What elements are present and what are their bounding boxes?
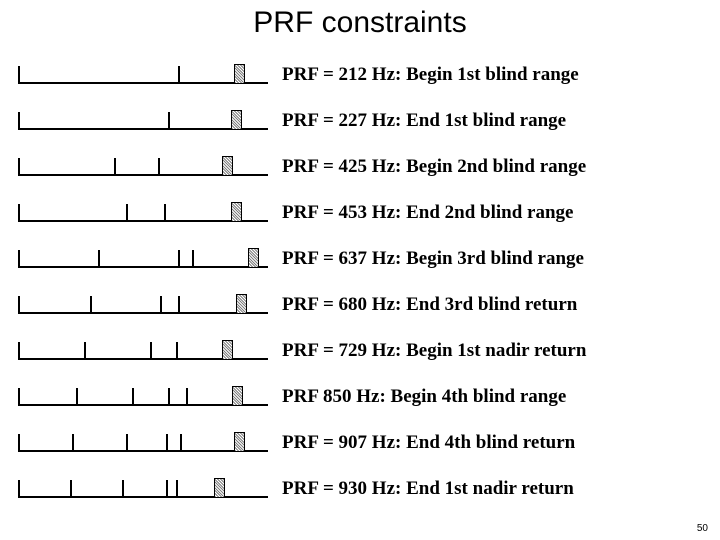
pulse-tick bbox=[178, 296, 180, 314]
baseline bbox=[18, 496, 268, 498]
pulse-tick bbox=[192, 250, 194, 268]
timeline-row: PRF = 637 Hz: Begin 3rd blind range bbox=[18, 228, 720, 272]
pulse-tick bbox=[70, 480, 72, 498]
timeline bbox=[18, 332, 268, 364]
row-label: PRF = 907 Hz: End 4th blind return bbox=[282, 432, 575, 456]
pulse-tick bbox=[18, 388, 20, 406]
pulse-tick bbox=[180, 434, 182, 452]
baseline bbox=[18, 82, 268, 84]
pulse-tick bbox=[160, 296, 162, 314]
pulse-tick bbox=[18, 66, 20, 84]
return-box bbox=[248, 248, 259, 268]
pulse-tick bbox=[84, 342, 86, 360]
pulse-tick bbox=[166, 434, 168, 452]
timeline bbox=[18, 194, 268, 226]
pulse-tick bbox=[114, 158, 116, 176]
return-box bbox=[231, 202, 242, 222]
pulse-tick bbox=[122, 480, 124, 498]
return-box bbox=[232, 386, 243, 406]
pulse-tick bbox=[72, 434, 74, 452]
timeline-row: PRF = 729 Hz: Begin 1st nadir return bbox=[18, 320, 720, 364]
baseline bbox=[18, 312, 268, 314]
pulse-tick bbox=[168, 388, 170, 406]
pulse-tick bbox=[176, 480, 178, 498]
baseline bbox=[18, 266, 268, 268]
pulse-tick bbox=[164, 204, 166, 222]
return-box bbox=[214, 478, 225, 498]
timeline-row: PRF = 930 Hz: End 1st nadir return bbox=[18, 458, 720, 502]
row-label: PRF = 425 Hz: Begin 2nd blind range bbox=[282, 156, 586, 180]
timeline-row: PRF 850 Hz: Begin 4th blind range bbox=[18, 366, 720, 410]
pulse-tick bbox=[18, 204, 20, 222]
row-label: PRF = 227 Hz: End 1st blind range bbox=[282, 110, 566, 134]
timeline bbox=[18, 286, 268, 318]
row-label: PRF = 212 Hz: Begin 1st blind range bbox=[282, 64, 579, 88]
pulse-tick bbox=[126, 434, 128, 452]
baseline bbox=[18, 450, 268, 452]
baseline bbox=[18, 404, 268, 406]
pulse-tick bbox=[176, 342, 178, 360]
pulse-tick bbox=[166, 480, 168, 498]
return-box bbox=[236, 294, 247, 314]
pulse-tick bbox=[178, 250, 180, 268]
row-label: PRF = 930 Hz: End 1st nadir return bbox=[282, 478, 574, 502]
timeline-row: PRF = 212 Hz: Begin 1st blind range bbox=[18, 44, 720, 88]
timeline bbox=[18, 56, 268, 88]
pulse-tick bbox=[18, 158, 20, 176]
return-box bbox=[222, 340, 233, 360]
pulse-tick bbox=[18, 342, 20, 360]
pulse-tick bbox=[76, 388, 78, 406]
pulse-tick bbox=[18, 480, 20, 498]
timeline-row: PRF = 453 Hz: End 2nd blind range bbox=[18, 182, 720, 226]
page-title: PRF constraints bbox=[0, 0, 720, 44]
pulse-tick bbox=[18, 434, 20, 452]
timeline bbox=[18, 240, 268, 272]
timeline-row: PRF = 907 Hz: End 4th blind return bbox=[18, 412, 720, 456]
timeline bbox=[18, 424, 268, 456]
pulse-tick bbox=[18, 250, 20, 268]
row-label: PRF = 729 Hz: Begin 1st nadir return bbox=[282, 340, 586, 364]
pulse-tick bbox=[132, 388, 134, 406]
row-label: PRF 850 Hz: Begin 4th blind range bbox=[282, 386, 566, 410]
pulse-tick bbox=[18, 296, 20, 314]
return-box bbox=[234, 432, 245, 452]
pulse-tick bbox=[168, 112, 170, 130]
timeline-row: PRF = 227 Hz: End 1st blind range bbox=[18, 90, 720, 134]
timeline bbox=[18, 148, 268, 180]
pulse-tick bbox=[126, 204, 128, 222]
timeline bbox=[18, 470, 268, 502]
timeline-row: PRF = 425 Hz: Begin 2nd blind range bbox=[18, 136, 720, 180]
timeline bbox=[18, 102, 268, 134]
timeline-row: PRF = 680 Hz: End 3rd blind return bbox=[18, 274, 720, 318]
pulse-tick bbox=[150, 342, 152, 360]
pulse-tick bbox=[178, 66, 180, 84]
pulse-tick bbox=[18, 112, 20, 130]
return-box bbox=[222, 156, 233, 176]
pulse-tick bbox=[186, 388, 188, 406]
row-label: PRF = 680 Hz: End 3rd blind return bbox=[282, 294, 577, 318]
timeline bbox=[18, 378, 268, 410]
pulse-tick bbox=[158, 158, 160, 176]
return-box bbox=[234, 64, 245, 84]
row-label: PRF = 637 Hz: Begin 3rd blind range bbox=[282, 248, 584, 272]
return-box bbox=[231, 110, 242, 130]
pulse-tick bbox=[90, 296, 92, 314]
page-number: 50 bbox=[697, 523, 708, 534]
timeline-rows: PRF = 212 Hz: Begin 1st blind range PRF =… bbox=[0, 44, 720, 502]
pulse-tick bbox=[98, 250, 100, 268]
row-label: PRF = 453 Hz: End 2nd blind range bbox=[282, 202, 573, 226]
